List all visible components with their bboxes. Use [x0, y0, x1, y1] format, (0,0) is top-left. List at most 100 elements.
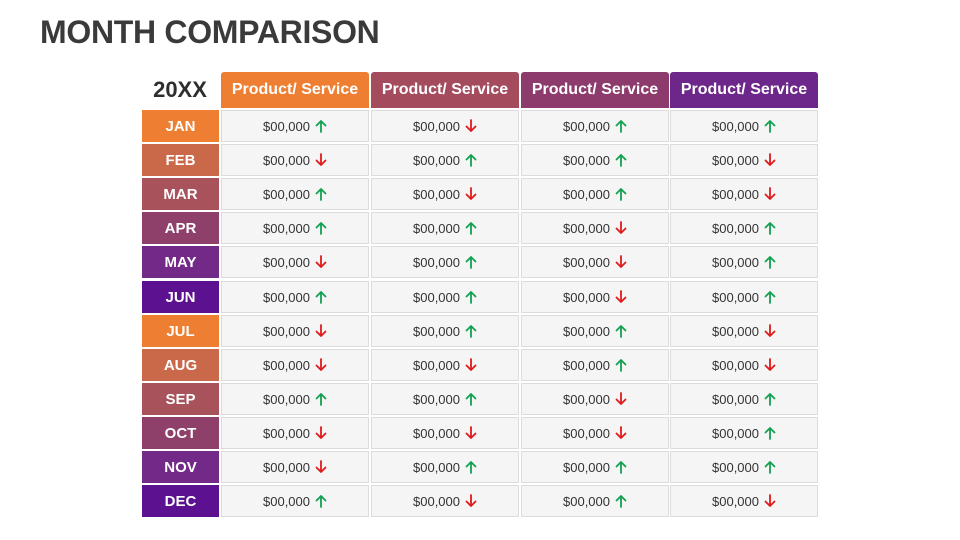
month-label-aug: AUG — [142, 349, 219, 381]
cell-value: $00,000 — [263, 186, 310, 202]
arrow-up-icon — [465, 393, 477, 406]
table-cell: $00,000 — [521, 246, 669, 278]
table-cell: $00,000 — [371, 212, 519, 244]
month-label-dec: DEC — [142, 485, 219, 517]
cell-value: $00,000 — [563, 254, 610, 270]
month-label-jan: JAN — [142, 110, 219, 142]
table-cell: $00,000 — [371, 315, 519, 347]
arrow-up-icon — [465, 256, 477, 269]
arrow-up-icon — [465, 325, 477, 338]
arrow-up-icon — [615, 325, 627, 338]
cell-value: $00,000 — [712, 459, 759, 475]
table-cell: $00,000 — [670, 383, 818, 415]
arrow-down-icon — [615, 255, 627, 268]
table-cell: $00,000 — [221, 246, 369, 278]
month-label-oct: OCT — [142, 417, 219, 449]
cell-value: $00,000 — [563, 323, 610, 339]
arrow-down-icon — [465, 119, 477, 132]
month-label-feb: FEB — [142, 144, 219, 176]
cell-value: $00,000 — [263, 459, 310, 475]
arrow-down-icon — [764, 324, 776, 337]
table-cell: $00,000 — [521, 417, 669, 449]
arrow-down-icon — [764, 153, 776, 166]
arrow-up-icon — [465, 222, 477, 235]
cell-value: $00,000 — [263, 220, 310, 236]
cell-value: $00,000 — [712, 118, 759, 134]
arrow-down-icon — [615, 392, 627, 405]
cell-value: $00,000 — [563, 152, 610, 168]
cell-value: $00,000 — [712, 357, 759, 373]
cell-value: $00,000 — [263, 118, 310, 134]
arrow-down-icon — [465, 494, 477, 507]
table-cell: $00,000 — [670, 315, 818, 347]
arrow-down-icon — [764, 358, 776, 371]
table-cell: $00,000 — [670, 485, 818, 517]
cell-value: $00,000 — [413, 118, 460, 134]
cell-value: $00,000 — [563, 118, 610, 134]
arrow-up-icon — [764, 120, 776, 133]
arrow-down-icon — [615, 426, 627, 439]
table-cell: $00,000 — [521, 383, 669, 415]
cell-value: $00,000 — [413, 425, 460, 441]
table-cell: $00,000 — [221, 178, 369, 210]
table-cell: $00,000 — [670, 110, 818, 142]
column-header-2: Product/ Service — [371, 72, 519, 108]
table-cell: $00,000 — [670, 417, 818, 449]
arrow-up-icon — [764, 393, 776, 406]
cell-value: $00,000 — [413, 186, 460, 202]
arrow-up-icon — [315, 495, 327, 508]
table-cell: $00,000 — [221, 144, 369, 176]
arrow-down-icon — [315, 324, 327, 337]
table-cell: $00,000 — [221, 451, 369, 483]
arrow-up-icon — [764, 256, 776, 269]
arrow-up-icon — [764, 291, 776, 304]
arrow-down-icon — [315, 426, 327, 439]
table-cell: $00,000 — [221, 281, 369, 313]
arrow-up-icon — [315, 291, 327, 304]
arrow-down-icon — [315, 358, 327, 371]
arrow-up-icon — [615, 154, 627, 167]
month-label-mar: MAR — [142, 178, 219, 210]
table-cell: $00,000 — [371, 451, 519, 483]
cell-value: $00,000 — [413, 323, 460, 339]
table-cell: $00,000 — [371, 349, 519, 381]
cell-value: $00,000 — [563, 391, 610, 407]
month-label-jul: JUL — [142, 315, 219, 347]
table-cell: $00,000 — [521, 451, 669, 483]
arrow-down-icon — [465, 358, 477, 371]
cell-value: $00,000 — [263, 323, 310, 339]
arrow-up-icon — [465, 291, 477, 304]
arrow-up-icon — [315, 120, 327, 133]
table-cell: $00,000 — [371, 281, 519, 313]
year-label: 20XX — [153, 77, 207, 102]
arrow-up-icon — [764, 222, 776, 235]
arrow-up-icon — [615, 359, 627, 372]
cell-value: $00,000 — [712, 425, 759, 441]
table-cell: $00,000 — [521, 315, 669, 347]
cell-value: $00,000 — [712, 254, 759, 270]
arrow-down-icon — [615, 290, 627, 303]
arrow-up-icon — [315, 393, 327, 406]
cell-value: $00,000 — [563, 459, 610, 475]
arrow-down-icon — [764, 494, 776, 507]
cell-value: $00,000 — [263, 493, 310, 509]
arrow-up-icon — [764, 461, 776, 474]
cell-value: $00,000 — [563, 220, 610, 236]
column-header-1: Product/ Service — [221, 72, 369, 108]
arrow-down-icon — [315, 255, 327, 268]
cell-value: $00,000 — [413, 391, 460, 407]
table-cell: $00,000 — [521, 349, 669, 381]
table-cell: $00,000 — [670, 178, 818, 210]
table-cell: $00,000 — [670, 144, 818, 176]
cell-value: $00,000 — [263, 391, 310, 407]
arrow-up-icon — [615, 495, 627, 508]
table-cell: $00,000 — [521, 281, 669, 313]
table-cell: $00,000 — [521, 110, 669, 142]
cell-value: $00,000 — [712, 186, 759, 202]
cell-value: $00,000 — [263, 254, 310, 270]
table-cell: $00,000 — [670, 246, 818, 278]
arrow-up-icon — [615, 461, 627, 474]
table-cell: $00,000 — [371, 144, 519, 176]
arrow-up-icon — [764, 427, 776, 440]
table-cell: $00,000 — [521, 212, 669, 244]
